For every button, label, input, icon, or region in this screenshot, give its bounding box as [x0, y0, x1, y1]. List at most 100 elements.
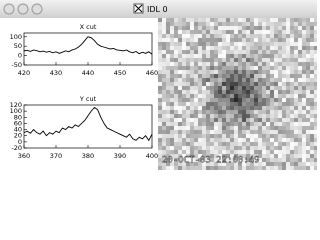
pixel: [310, 142, 314, 146]
pixel: [294, 98, 298, 102]
pixel: [282, 58, 286, 62]
pixel: [222, 82, 226, 86]
pixel: [178, 54, 182, 58]
pixel: [210, 130, 214, 134]
pixel: [158, 118, 162, 122]
pixel: [206, 66, 210, 70]
pixel: [262, 62, 266, 66]
pixel: [166, 106, 170, 110]
pixel: [310, 166, 314, 170]
pixel: [218, 162, 222, 166]
pixel: [310, 154, 314, 158]
pixel: [290, 106, 294, 110]
pixel: [158, 34, 162, 38]
pixel: [218, 154, 222, 158]
pixel: [190, 106, 194, 110]
pixel: [158, 50, 162, 54]
pixel: [310, 90, 314, 94]
pixel: [242, 110, 246, 114]
pixel: [302, 74, 306, 78]
pixel: [230, 142, 234, 146]
pixel: [270, 126, 274, 130]
pixel: [202, 110, 206, 114]
pixel: [230, 50, 234, 54]
pixel: [258, 82, 262, 86]
pixel: [286, 58, 290, 62]
pixel: [214, 62, 218, 66]
pixel: [266, 46, 270, 50]
pixel: [238, 166, 242, 170]
pixel: [270, 150, 274, 154]
pixel: [306, 114, 310, 118]
pixel: [218, 146, 222, 150]
pixel: [246, 46, 250, 50]
pixel: [302, 22, 306, 26]
pixel: [290, 62, 294, 66]
pixel: [166, 130, 170, 134]
pixel: [198, 70, 202, 74]
pixel: [202, 158, 206, 162]
x-tick-label: 430: [50, 69, 62, 77]
pixel: [250, 46, 254, 50]
pixel: [222, 110, 226, 114]
pixel: [158, 26, 162, 30]
pixel: [234, 22, 238, 26]
pixel: [286, 130, 290, 134]
pixel: [226, 142, 230, 146]
pixel: [254, 26, 258, 30]
pixel: [178, 98, 182, 102]
pixel: [238, 70, 242, 74]
pixel: [194, 90, 198, 94]
pixel: [218, 122, 222, 126]
pixel: [246, 126, 250, 130]
pixel: [242, 162, 246, 166]
pixel: [210, 86, 214, 90]
pixel: [282, 38, 286, 42]
pixel: [222, 66, 226, 70]
pixel: [202, 82, 206, 86]
pixel: [242, 78, 246, 82]
pixel: [190, 50, 194, 54]
pixel: [198, 74, 202, 78]
close-button[interactable]: [3, 3, 15, 15]
pixel: [310, 82, 314, 86]
pixel: [198, 106, 202, 110]
pixel: [234, 74, 238, 78]
pixel: [310, 74, 314, 78]
pixel: [210, 18, 214, 22]
pixel: [158, 126, 162, 130]
pixel: [226, 42, 230, 46]
pixel: [290, 154, 294, 158]
pixel: [170, 22, 174, 26]
pixel: [250, 66, 254, 70]
pixel: [266, 150, 270, 154]
zoom-button[interactable]: [31, 3, 43, 15]
minimize-button[interactable]: [17, 3, 29, 15]
pixel: [266, 130, 270, 134]
pixel: [222, 38, 226, 42]
pixel: [302, 118, 306, 122]
pixel: [202, 42, 206, 46]
pixel: [210, 102, 214, 106]
pixel: [306, 110, 310, 114]
pixel: [206, 86, 210, 90]
pixel: [258, 150, 262, 154]
pixel: [186, 78, 190, 82]
pixel: [214, 30, 218, 34]
pixel: [206, 30, 210, 34]
pixel: [226, 158, 230, 162]
pixel: [258, 118, 262, 122]
pixel: [190, 126, 194, 130]
pixel: [234, 58, 238, 62]
pixel: [194, 82, 198, 86]
pixel: [242, 102, 246, 106]
pixel: [194, 110, 198, 114]
pixel: [274, 42, 278, 46]
pixel: [194, 86, 198, 90]
pixel: [266, 122, 270, 126]
pixel: [206, 122, 210, 126]
pixel: [314, 126, 318, 130]
pixel: [254, 162, 258, 166]
pixel: [314, 42, 318, 46]
